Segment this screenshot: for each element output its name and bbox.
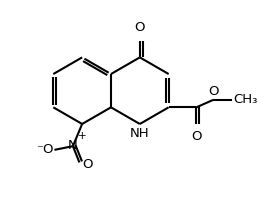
- Text: +: +: [78, 131, 87, 141]
- Text: N: N: [68, 139, 78, 152]
- Text: O: O: [135, 21, 145, 34]
- Text: O: O: [209, 85, 219, 98]
- Text: ⁻O: ⁻O: [36, 143, 53, 156]
- Text: O: O: [82, 158, 93, 171]
- Text: CH₃: CH₃: [233, 93, 258, 106]
- Text: NH: NH: [130, 127, 150, 140]
- Text: O: O: [191, 129, 202, 143]
